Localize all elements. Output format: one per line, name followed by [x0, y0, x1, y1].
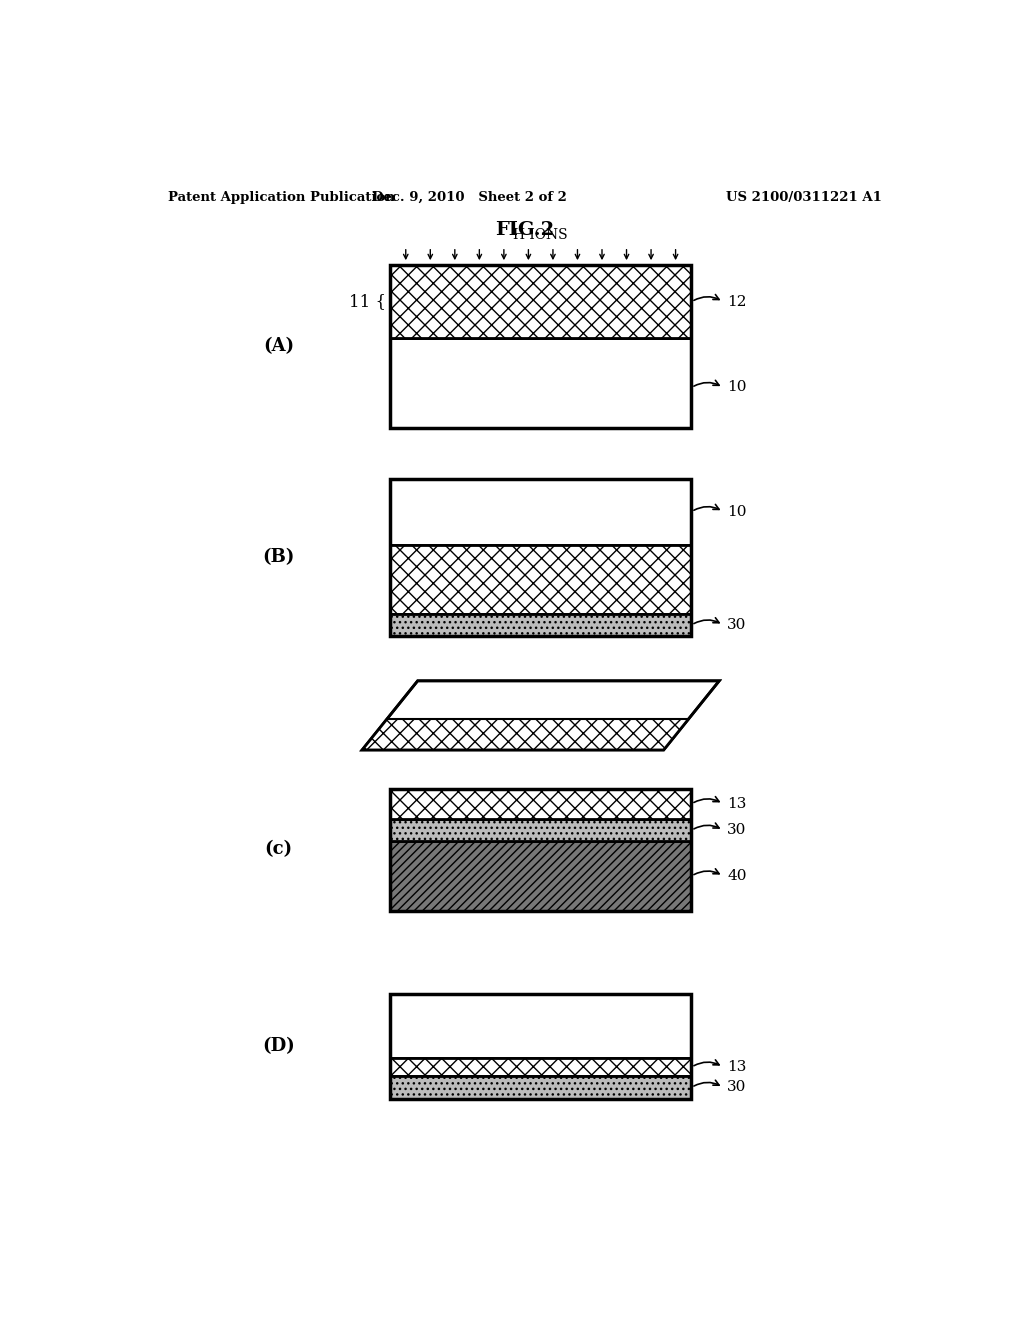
Text: (c): (c)	[265, 841, 293, 858]
Bar	[390, 338, 691, 428]
Bar	[390, 1076, 691, 1098]
Text: 10: 10	[727, 380, 746, 395]
Text: 30: 30	[727, 1080, 746, 1094]
Bar	[390, 479, 691, 636]
Text: (B): (B)	[262, 548, 295, 566]
Bar	[390, 614, 691, 636]
Text: (D): (D)	[262, 1038, 295, 1055]
Text: 11 {: 11 {	[349, 293, 386, 310]
Bar	[390, 994, 691, 1098]
Text: US 2100/0311221 A1: US 2100/0311221 A1	[726, 191, 882, 203]
Bar	[390, 265, 691, 428]
Bar	[390, 265, 691, 338]
Bar	[390, 479, 691, 545]
Text: 13: 13	[727, 797, 746, 810]
Text: FIG.2: FIG.2	[496, 222, 554, 239]
Text: 13: 13	[727, 1060, 746, 1074]
Bar	[390, 994, 691, 1057]
Text: (A): (A)	[263, 338, 294, 355]
Text: Dec. 9, 2010   Sheet 2 of 2: Dec. 9, 2010 Sheet 2 of 2	[372, 191, 566, 203]
Polygon shape	[362, 681, 719, 750]
Text: 30: 30	[727, 824, 746, 837]
Text: 40: 40	[727, 869, 746, 883]
Polygon shape	[362, 719, 688, 750]
Bar	[390, 1057, 691, 1076]
Bar	[390, 841, 691, 911]
Bar	[390, 788, 691, 818]
Bar	[390, 545, 691, 614]
Text: 10: 10	[727, 504, 746, 519]
Bar	[390, 788, 691, 911]
Text: Patent Application Publication: Patent Application Publication	[168, 191, 394, 203]
Text: 30: 30	[727, 618, 746, 632]
Text: 12: 12	[727, 294, 746, 309]
Text: H IONS: H IONS	[513, 228, 568, 242]
Bar	[390, 818, 691, 841]
